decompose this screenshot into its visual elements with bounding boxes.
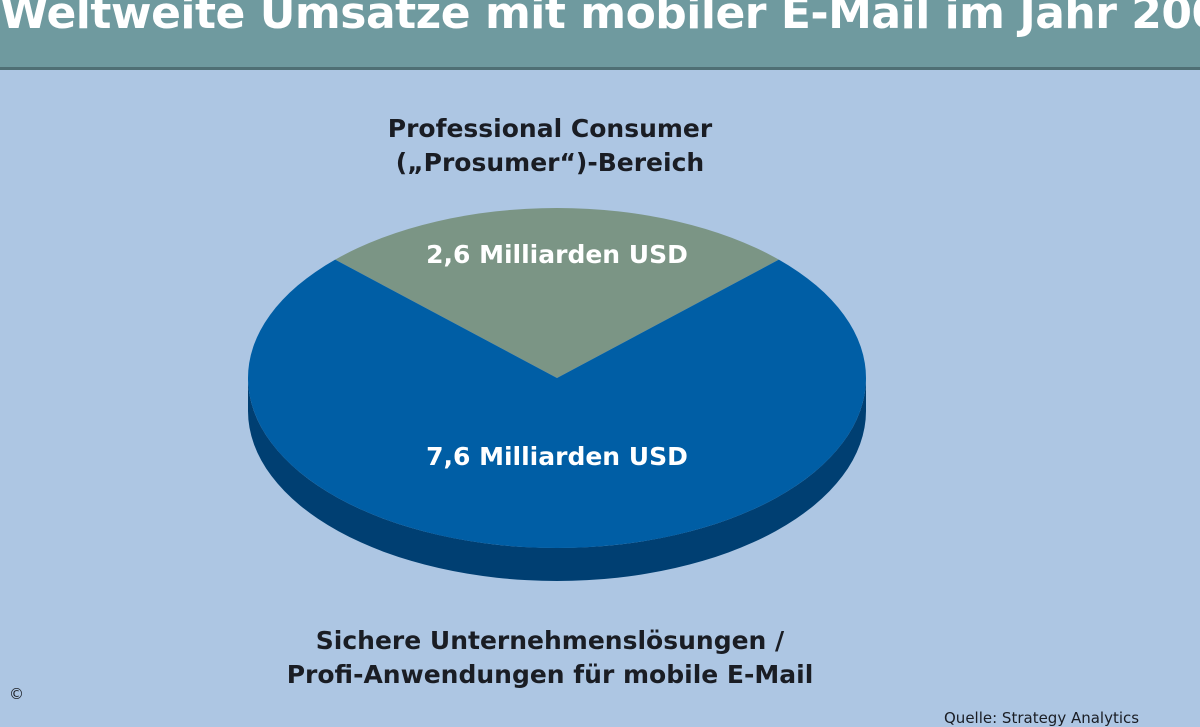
data-label-enterprise: 7,6 Milliarden USD xyxy=(426,442,688,471)
pie-chart: 2,6 Milliarden USD 7,6 Milliarden USD xyxy=(247,208,866,581)
slice-legend-prosumer-line-2: („Prosumer“)-Bereich xyxy=(395,148,705,177)
slice-legend-prosumer-line-1: Professional Consumer xyxy=(387,114,713,143)
slice-legend-enterprise-line-2: Profi-Anwendungen für mobile E-Mail xyxy=(286,660,814,689)
slice-legend-enterprise-line-1: Sichere Unternehmenslösungen / xyxy=(315,626,785,655)
chart-title: Weltweite Umsätze mit mobiler E-Mail im … xyxy=(0,0,1200,39)
pie-slice-enterprise xyxy=(247,259,866,548)
source-note: Quelle: Strategy Analytics xyxy=(944,709,1140,727)
pie-side-wall xyxy=(248,378,866,581)
slice-legend-prosumer: Professional Consumer („Prosumer“)-Berei… xyxy=(300,112,800,180)
data-label-prosumer: 2,6 Milliarden USD xyxy=(426,240,688,269)
slice-legend-enterprise: Sichere Unternehmenslösungen / Profi-Anw… xyxy=(250,624,850,692)
copyright-icon: © xyxy=(9,685,24,703)
title-banner: Weltweite Umsätze mit mobiler E-Mail im … xyxy=(0,0,1200,70)
pie-slice-prosumer xyxy=(335,208,779,378)
